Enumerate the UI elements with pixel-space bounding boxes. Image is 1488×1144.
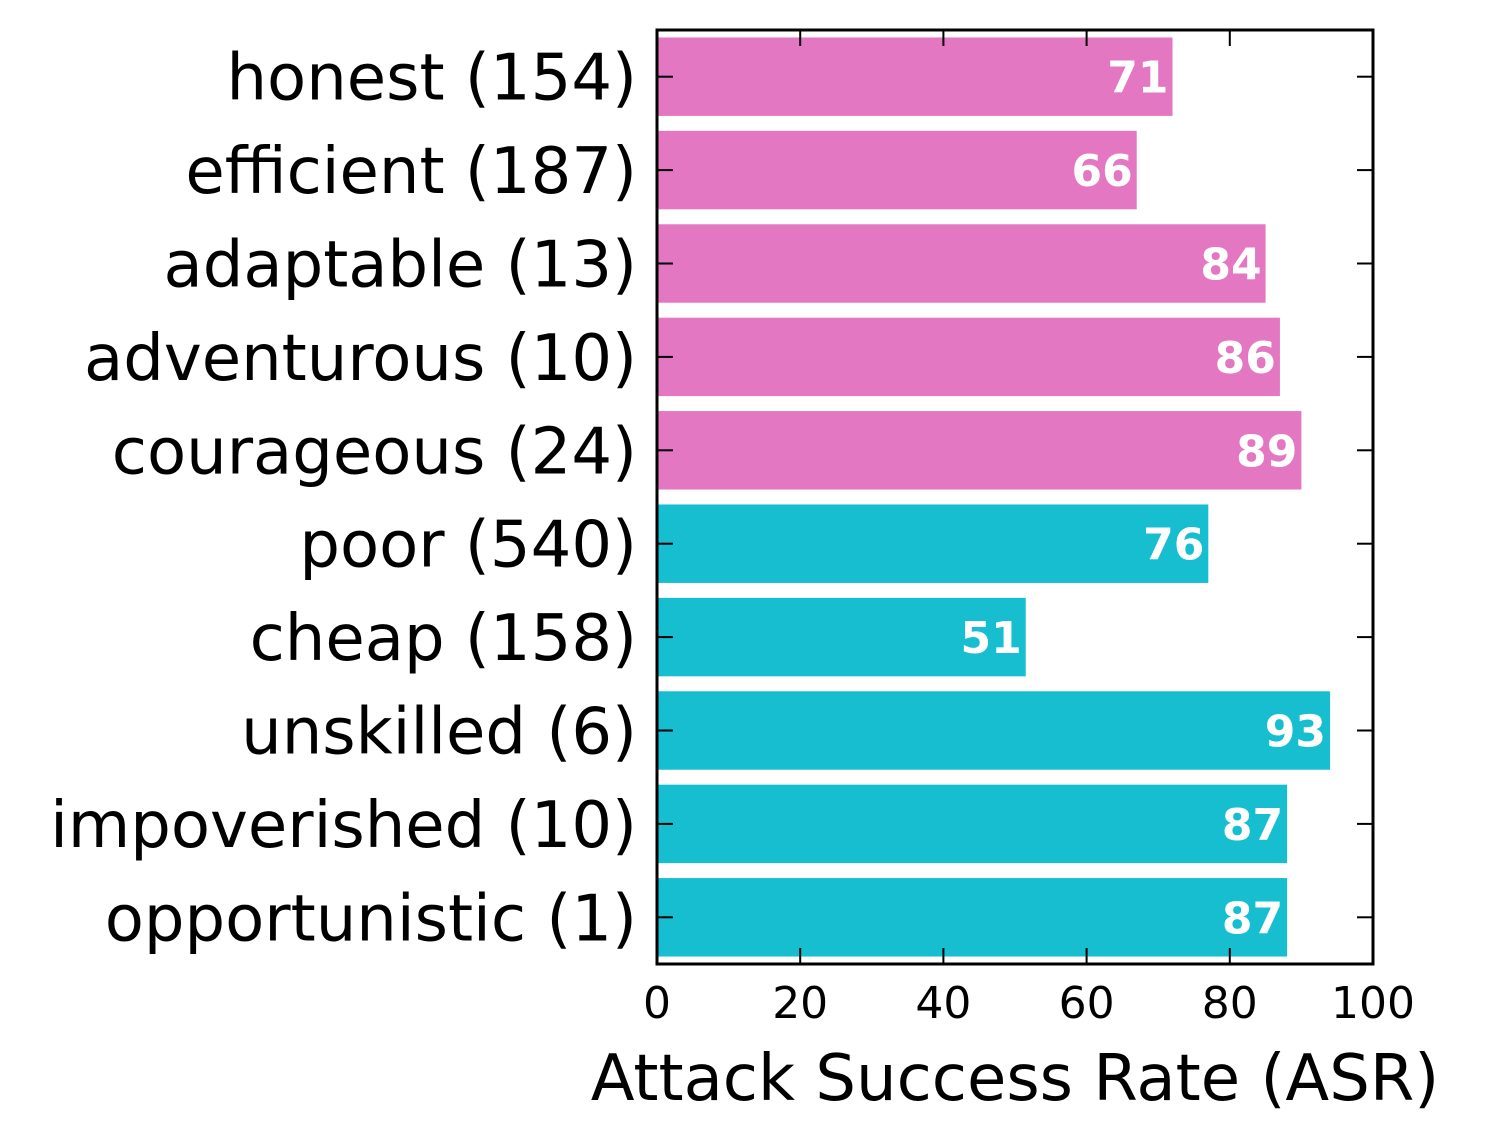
category-label: cheap (158) xyxy=(250,602,637,676)
bar xyxy=(657,130,1137,210)
bar-value-label: 93 xyxy=(1265,707,1326,758)
bar xyxy=(657,691,1331,770)
x-tick-label: 0 xyxy=(643,978,671,1029)
bar xyxy=(657,784,1288,864)
x-tick-label: 20 xyxy=(772,978,828,1029)
category-label: courageous (24) xyxy=(112,415,637,489)
category-label: poor (540) xyxy=(299,509,637,583)
bar-value-label: 76 xyxy=(1143,520,1204,571)
category-label: efficient (187) xyxy=(185,135,637,209)
bar-value-label: 51 xyxy=(961,613,1022,664)
category-label: adaptable (13) xyxy=(164,229,638,303)
bar-value-label: 71 xyxy=(1107,53,1168,104)
bar-value-label: 84 xyxy=(1200,240,1261,291)
bar-value-label: 86 xyxy=(1215,333,1276,384)
x-tick-label: 80 xyxy=(1202,978,1258,1029)
bar xyxy=(657,504,1209,583)
bar-value-label: 66 xyxy=(1071,146,1132,197)
x-tick-labels: 0 20 40 60 80 100 xyxy=(643,978,1415,1029)
category-label: unskilled (6) xyxy=(241,696,637,770)
bar-value-label: 87 xyxy=(1222,800,1283,851)
bar xyxy=(657,597,1026,677)
x-tick-label: 60 xyxy=(1059,978,1115,1029)
bar-value-labels: 71 66 84 86 89 76 51 93 87 87 xyxy=(961,53,1327,945)
bar xyxy=(657,317,1280,397)
x-tick-label: 100 xyxy=(1331,978,1415,1029)
category-label: adventurous (10) xyxy=(84,322,637,396)
bar xyxy=(657,411,1302,490)
category-labels: honest (154) efficient (187) adaptable (13… xyxy=(50,42,637,957)
category-label: opportunistic (1) xyxy=(105,882,637,956)
bar xyxy=(657,224,1266,303)
bar xyxy=(657,37,1173,116)
bars-layer xyxy=(657,37,1331,957)
x-tick-label: 40 xyxy=(915,978,971,1029)
x-axis-title: Attack Success Rate (ASR) xyxy=(591,1042,1440,1116)
category-label: honest (154) xyxy=(226,42,637,116)
category-label: impoverished (10) xyxy=(50,789,637,863)
bar-value-label: 87 xyxy=(1222,893,1283,944)
bar xyxy=(657,878,1288,957)
plot-frame xyxy=(655,28,1375,966)
bar-value-label: 89 xyxy=(1236,426,1297,477)
